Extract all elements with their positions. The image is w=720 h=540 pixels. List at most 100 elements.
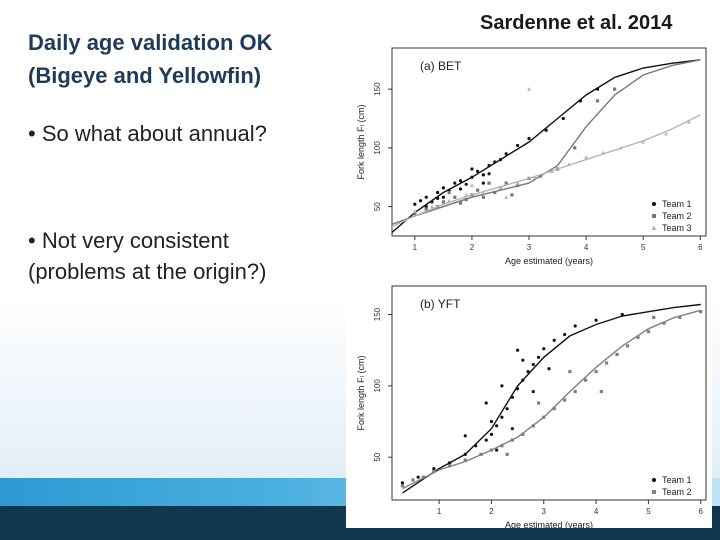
- data-point-team-2: [646, 330, 651, 334]
- data-point-team-1: [531, 389, 535, 394]
- x-axis-label: Age estimated (years): [505, 520, 593, 528]
- data-point-team-1: [458, 179, 463, 183]
- data-point-team-2: [699, 310, 703, 314]
- data-point-team-1: [504, 152, 508, 156]
- bullet-item: • Not very consistent (problems at the o…: [28, 225, 266, 287]
- data-point-team-1: [505, 407, 509, 411]
- panel-title: (b) YFT: [420, 297, 461, 311]
- data-point-team-3: [469, 183, 474, 188]
- data-point-team-1: [561, 116, 565, 121]
- data-point-team-3: [464, 192, 469, 197]
- data-point-team-1: [463, 434, 467, 438]
- citation: Sardenne et al. 2014: [480, 12, 673, 34]
- data-point-team-1: [413, 202, 417, 206]
- plot-frame: [391, 47, 707, 237]
- data-point-team-2: [453, 195, 457, 199]
- data-point-team-2: [447, 190, 451, 195]
- data-point-team-1: [400, 481, 405, 485]
- data-point-team-3: [429, 204, 434, 209]
- data-point-team-1: [573, 324, 577, 328]
- data-point-team-2: [505, 452, 509, 456]
- data-point-team-3: [686, 120, 691, 124]
- slide-title-line-1: Daily age validation OK: [28, 30, 273, 55]
- fit-curve-team-1: [391, 59, 701, 234]
- data-point-team-2: [636, 335, 640, 339]
- legend-marker: [652, 214, 656, 218]
- data-point-team-1: [416, 475, 420, 479]
- data-point-team-2: [411, 478, 415, 482]
- data-point-team-2: [413, 212, 417, 216]
- legend-marker: [652, 490, 656, 494]
- x-tick-label: 1: [413, 243, 418, 252]
- y-tick-label: 150: [373, 82, 382, 96]
- x-tick-label: 3: [527, 243, 532, 252]
- data-point-team-1: [464, 182, 468, 186]
- data-point-team-2: [594, 370, 598, 374]
- fit-curve-team-3: [391, 114, 701, 228]
- data-point-team-3: [664, 131, 669, 136]
- data-point-team-2: [481, 195, 485, 199]
- legend-marker: [652, 202, 656, 206]
- data-point-team-1: [481, 181, 485, 185]
- data-point-team-2: [510, 193, 514, 197]
- data-point-team-1: [458, 187, 463, 191]
- fit-curve-team-1: [402, 303, 701, 494]
- slide-title: Daily age validation OK (Bigeye and Yell…: [28, 26, 348, 92]
- data-point-team-1: [484, 401, 488, 405]
- x-tick-label: 5: [641, 243, 646, 252]
- data-point-team-1: [542, 347, 546, 351]
- data-point-team-1: [453, 181, 457, 185]
- data-point-team-2: [536, 401, 541, 405]
- y-tick-label: 50: [373, 452, 382, 461]
- data-point-team-2: [552, 407, 556, 411]
- data-point-team-2: [521, 432, 525, 436]
- data-point-team-3: [412, 209, 417, 213]
- data-point-team-2: [441, 200, 445, 204]
- data-point-team-1: [516, 348, 520, 352]
- x-tick-label: 6: [698, 243, 703, 252]
- data-point-team-1: [484, 438, 488, 442]
- data-point-team-2: [400, 484, 405, 488]
- data-point-team-2: [613, 87, 617, 91]
- data-point-team-2: [487, 181, 491, 185]
- data-point-team-2: [493, 190, 497, 195]
- data-point-team-1: [432, 467, 436, 471]
- bullet-line: (problems at the origin?): [28, 259, 267, 284]
- data-point-team-1: [500, 415, 504, 419]
- data-point-team-2: [421, 475, 425, 479]
- data-point-team-1: [594, 318, 598, 322]
- data-point-team-1: [481, 173, 485, 177]
- data-point-team-1: [487, 172, 491, 176]
- data-point-team-3: [515, 181, 520, 185]
- y-tick-label: 150: [373, 307, 382, 321]
- data-point-team-2: [463, 458, 467, 462]
- data-point-team-1: [552, 338, 556, 342]
- data-point-team-2: [573, 146, 577, 150]
- x-tick-label: 1: [437, 507, 442, 516]
- bullet-line: • Not very consistent: [28, 228, 229, 253]
- y-tick-label: 50: [373, 202, 382, 211]
- data-point-team-2: [432, 469, 436, 474]
- data-point-team-1: [527, 136, 531, 141]
- data-point-team-1: [510, 427, 514, 431]
- data-point-team-3: [527, 87, 532, 91]
- data-point-team-1: [495, 424, 499, 428]
- bullet-item: • So what about annual?: [28, 118, 267, 149]
- data-point-team-1: [424, 195, 428, 199]
- legend-marker: [652, 478, 656, 482]
- data-point-team-1: [563, 332, 567, 337]
- data-point-team-1: [441, 186, 445, 190]
- data-point-team-3: [504, 195, 509, 199]
- data-point-team-1: [418, 199, 423, 203]
- legend-label: Team 2: [662, 211, 692, 221]
- data-point-team-2: [595, 99, 600, 103]
- data-point-team-1: [516, 143, 520, 148]
- data-point-team-1: [500, 384, 504, 388]
- data-point-team-2: [604, 361, 609, 365]
- data-point-team-2: [584, 378, 588, 382]
- data-point-team-2: [568, 370, 572, 374]
- data-point-team-1: [536, 355, 541, 359]
- data-point-team-2: [662, 321, 666, 325]
- fit-curve-team-2: [402, 309, 701, 490]
